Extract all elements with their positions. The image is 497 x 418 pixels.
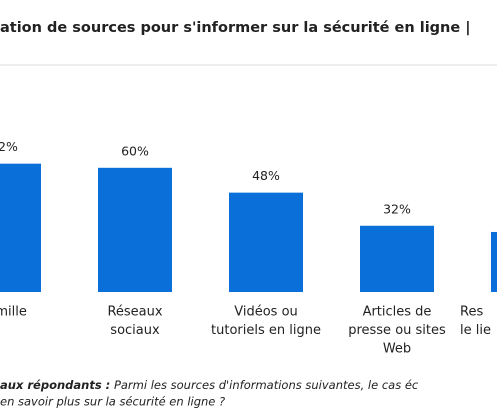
footnote-bold: aux répondants : <box>0 378 110 392</box>
x-tick-label: tutoriels en ligne <box>211 323 321 338</box>
footnote-text: Parmi les sources d'informations suivant… <box>110 378 419 392</box>
x-tick-label: Web <box>383 342 411 357</box>
bar <box>98 167 172 292</box>
x-tick-label: sociaux <box>110 323 160 338</box>
x-tick-label: presse ou sites <box>348 323 446 338</box>
bar <box>360 225 434 292</box>
x-tick-label: Famille <box>0 305 27 320</box>
x-tick-label: Vidéos ou <box>234 305 298 320</box>
x-tick-label: Articles de <box>363 305 432 320</box>
chart-title: ation de sources pour s'informer sur la … <box>0 20 471 36</box>
value-label: 62% <box>0 139 18 154</box>
value-label: 48% <box>252 168 280 183</box>
bar <box>491 231 497 292</box>
bar <box>229 192 303 292</box>
value-label: 60% <box>121 143 149 158</box>
x-tick-label: le lie <box>460 323 491 338</box>
value-label: 32% <box>383 201 411 216</box>
x-tick-label: Réseaux <box>107 305 162 320</box>
footnote: aux répondants : Parmi les sources d'inf… <box>0 378 419 392</box>
footnote-line2: en savoir plus sur la sécurité en ligne … <box>0 395 225 409</box>
bar <box>0 163 41 292</box>
x-tick-label: Res <box>460 305 483 320</box>
